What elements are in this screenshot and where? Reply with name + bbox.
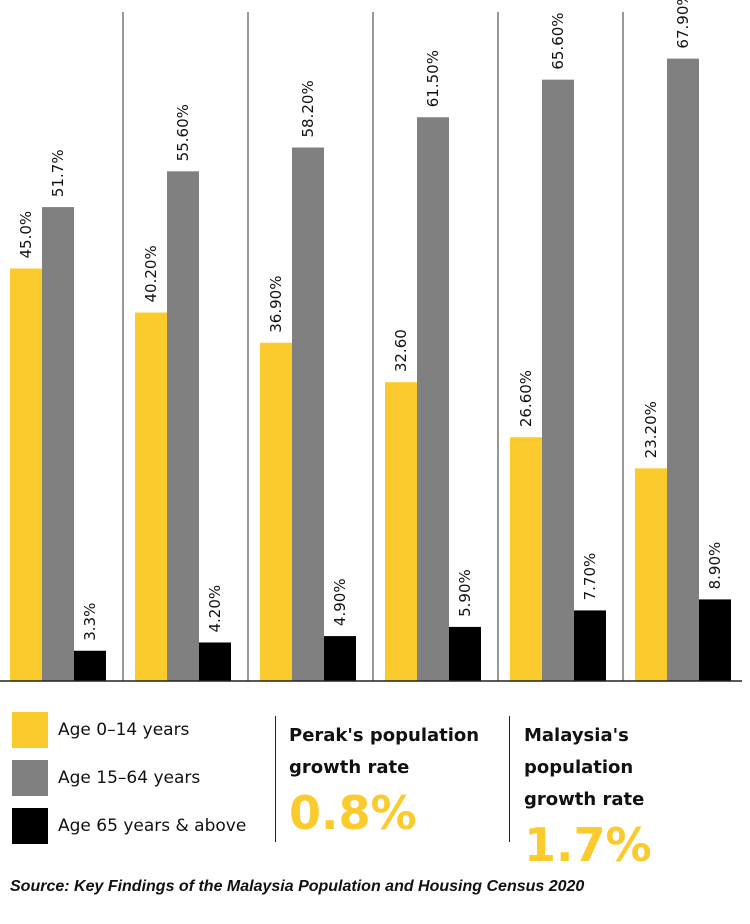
stats-divider-left xyxy=(275,716,276,842)
data-label-0-14-group-6: 23.20% xyxy=(642,401,660,458)
bar-labels: 45.0% 40.20% 36.90% 32.60 26.60% 23.20% 51.7% 5… xyxy=(17,0,724,641)
data-label-0-14-group-4: 32.60 xyxy=(392,329,410,372)
group-dividers xyxy=(122,12,624,681)
data-label-0-14-group-1: 45.0% xyxy=(17,211,35,259)
bar-0-14-group-3 xyxy=(260,342,292,681)
bar-15-64-group-4 xyxy=(417,117,449,681)
perak-growth-value: 0.8% xyxy=(289,786,417,840)
perak-growth-label-line1: Perak's population xyxy=(289,725,480,746)
malaysia-growth-rate: Malaysia's population growth rate 1.7% xyxy=(524,720,744,872)
bar-15-64-group-3 xyxy=(292,147,324,681)
legend-swatch-65-above xyxy=(12,808,48,844)
legend-swatch-15-64 xyxy=(12,760,48,796)
bar-0-14-group-2 xyxy=(135,312,167,681)
perak-growth-label-line2: growth rate xyxy=(289,757,410,778)
legend-label-15-64: Age 15–64 years xyxy=(58,768,201,788)
data-label-65-above-group-5: 7.70% xyxy=(581,553,599,601)
perak-growth-rate: Perak's population growth rate 0.8% xyxy=(289,720,509,840)
data-label-15-64-group-4: 61.50% xyxy=(424,50,442,107)
data-label-15-64-group-6: 67.90% xyxy=(674,0,692,49)
data-label-0-14-group-3: 36.90% xyxy=(267,276,285,333)
data-label-65-above-group-3: 4.90% xyxy=(331,578,349,626)
data-label-0-14-group-2: 40.20% xyxy=(142,245,160,302)
bar-65-above-group-6 xyxy=(699,599,731,681)
data-label-65-above-group-4: 5.90% xyxy=(456,569,474,617)
bars xyxy=(10,58,731,682)
data-label-15-64-group-3: 58.20% xyxy=(299,80,317,137)
legend-item-15-64: Age 15–64 years xyxy=(12,760,200,796)
bar-15-64-group-6 xyxy=(667,58,699,682)
data-label-15-64-group-5: 65.60% xyxy=(549,12,567,69)
bar-15-64-group-1 xyxy=(42,207,74,682)
bar-0-14-group-5 xyxy=(510,437,542,681)
bar-65-above-group-5 xyxy=(574,610,606,681)
malaysia-growth-value: 1.7% xyxy=(524,818,652,872)
data-label-65-above-group-2: 4.20% xyxy=(206,585,224,633)
source-note: Source: Key Findings of the Malaysia Pop… xyxy=(10,878,585,895)
legend-label-0-14: Age 0–14 years xyxy=(58,720,190,740)
bar-0-14-group-6 xyxy=(635,468,667,681)
bar-65-above-group-2 xyxy=(199,642,231,681)
population-bar-chart: 45.0% 40.20% 36.90% 32.60 26.60% 23.20% 51.7% 5… xyxy=(0,0,742,682)
data-label-15-64-group-2: 55.60% xyxy=(174,104,192,161)
malaysia-growth-label-line2: growth rate xyxy=(524,789,645,810)
bar-65-above-group-4 xyxy=(449,626,481,681)
bar-15-64-group-2 xyxy=(167,171,199,682)
bar-0-14-group-4 xyxy=(385,382,417,681)
data-label-65-above-group-1: 3.3% xyxy=(81,603,99,641)
legend-item-0-14: Age 0–14 years xyxy=(12,712,189,748)
bar-0-14-group-1 xyxy=(10,268,42,681)
data-label-0-14-group-5: 26.60% xyxy=(517,370,535,427)
data-label-15-64-group-1: 51.7% xyxy=(49,149,67,197)
bar-65-above-group-1 xyxy=(74,650,106,681)
legend-label-65-above: Age 65 years & above xyxy=(58,816,247,836)
stats-divider-right xyxy=(509,716,510,842)
data-label-65-above-group-6: 8.90% xyxy=(706,542,724,590)
legend-swatch-0-14 xyxy=(12,712,48,748)
malaysia-growth-label-line1: Malaysia's population xyxy=(524,725,634,778)
bar-65-above-group-3 xyxy=(324,636,356,681)
legend-item-65-above: Age 65 years & above xyxy=(12,808,246,844)
bar-15-64-group-5 xyxy=(542,79,574,681)
